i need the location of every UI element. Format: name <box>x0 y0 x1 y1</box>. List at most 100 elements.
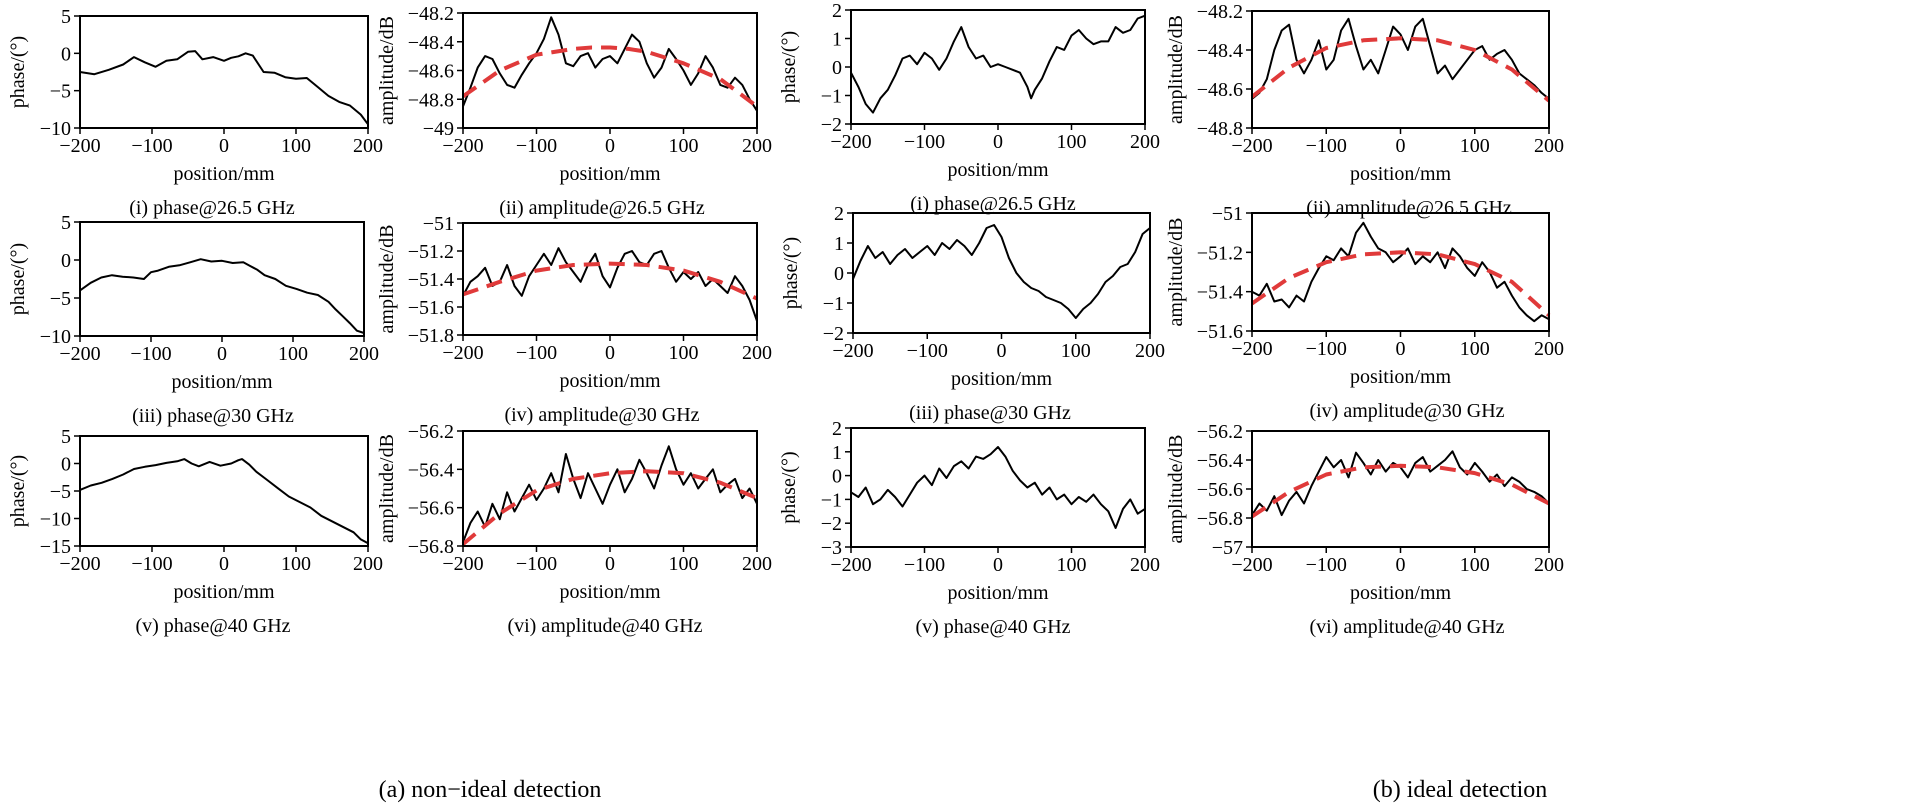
panel-caption: (vi) amplitude@40 GHz <box>507 615 702 637</box>
y-tick-label: −15 <box>40 536 71 558</box>
group-caption-b: (b) ideal detection <box>1373 777 1548 803</box>
y-tick-label: −48.6 <box>408 61 454 83</box>
fit-curve <box>461 45 759 109</box>
x-tick-label: 100 <box>1460 135 1490 157</box>
x-tick-label: −100 <box>1306 338 1347 360</box>
x-tick-label: −200 <box>442 553 483 575</box>
x-axis-label: position/mm <box>951 368 1053 390</box>
panel-a-1: −200 −100 0 100 200 −10 −5 0 5 position/mm phase/(… <box>7 6 383 219</box>
y-tick-label: −56.6 <box>408 498 454 520</box>
measured-curve <box>852 224 1151 319</box>
x-tick-label: −200 <box>442 342 483 364</box>
y-axis-label: phase/(°) <box>7 243 29 315</box>
y-tick-label: 0 <box>834 263 844 285</box>
measured-curve <box>1251 17 1550 100</box>
y-tick-label: −51.2 <box>1197 242 1243 264</box>
x-tick-label: 100 <box>669 553 699 575</box>
y-tick-label: −56.6 <box>1197 479 1243 501</box>
x-tick-label: 100 <box>281 135 311 157</box>
x-tick-label: 100 <box>669 135 699 157</box>
y-axis-label: phase/(°) <box>780 237 802 309</box>
x-tick-label: 200 <box>742 135 772 157</box>
y-tick-label: −56.2 <box>408 421 454 443</box>
x-tick-label: 200 <box>353 553 383 575</box>
measured-curve <box>79 50 369 125</box>
x-tick-label: 100 <box>1460 338 1490 360</box>
y-tick-label: −48.8 <box>408 89 454 111</box>
x-tick-label: 0 <box>605 553 615 575</box>
y-tick-label: −48.2 <box>408 3 454 25</box>
x-axis-label: position/mm <box>947 582 1049 604</box>
plot-frame <box>850 427 1146 548</box>
x-tick-label: −100 <box>516 342 557 364</box>
x-tick-label: 100 <box>1061 340 1091 362</box>
y-tick-label: −5 <box>50 81 71 103</box>
measured-curve <box>1251 450 1550 517</box>
y-axis-label: phase/(°) <box>778 31 800 103</box>
x-tick-label: −100 <box>907 340 948 362</box>
y-tick-label: −56.8 <box>1197 508 1243 530</box>
x-tick-label: −200 <box>1231 135 1272 157</box>
panel-a-4: −200 −100 0 100 200 −51.8 −51.6 −51.4 −51.2 −51 po… <box>376 213 772 426</box>
x-tick-label: 0 <box>1396 554 1406 576</box>
x-axis-label: position/mm <box>171 371 273 393</box>
y-tick-label: 5 <box>61 426 71 448</box>
x-axis-label: position/mm <box>559 163 661 185</box>
x-tick-label: −200 <box>830 554 871 576</box>
x-tick-label: 0 <box>219 135 229 157</box>
x-tick-label: 100 <box>278 343 308 365</box>
x-tick-label: 0 <box>1396 338 1406 360</box>
panel-caption: (v) phase@40 GHz <box>915 616 1070 638</box>
y-tick-label: −56.4 <box>1197 450 1243 472</box>
group-caption-a: (a) non−ideal detection <box>379 777 602 803</box>
y-tick-label: 2 <box>832 418 842 440</box>
y-tick-label: −51.2 <box>408 241 454 263</box>
y-tick-label: −10 <box>40 509 71 531</box>
x-tick-label: −100 <box>904 554 945 576</box>
x-axis-label: position/mm <box>173 581 275 603</box>
x-tick-label: 200 <box>742 553 772 575</box>
y-axis-label: amplitude/dB <box>376 225 398 334</box>
measured-curve <box>79 458 369 545</box>
measured-curve <box>1251 221 1550 323</box>
x-tick-label: −200 <box>59 135 100 157</box>
measured-curve <box>462 16 758 112</box>
plot-frame <box>850 9 1146 125</box>
y-tick-label: −10 <box>40 326 71 348</box>
panels: −200 −100 0 100 200−10−505position/mmphase/(… <box>7 0 1564 638</box>
x-tick-label: 0 <box>993 554 1003 576</box>
fit-curve <box>1250 463 1550 519</box>
measured-curve <box>79 258 365 334</box>
x-tick-label: 200 <box>1130 131 1160 153</box>
y-tick-label: −10 <box>40 118 71 140</box>
y-tick-label: −48.8 <box>1197 118 1243 140</box>
y-tick-label: −57 <box>1212 537 1243 559</box>
x-axis-label: position/mm <box>947 159 1049 181</box>
panel-caption: (iv) amplitude@30 GHz <box>1309 400 1504 422</box>
y-tick-label: −1 <box>821 489 842 511</box>
y-tick-label: −56.2 <box>1197 421 1243 443</box>
panel-b-5: −200 −100 0 100 200−3−2−1012position/mmphase… <box>778 418 1160 638</box>
y-tick-label: 5 <box>61 212 71 234</box>
y-axis-label: amplitude/dB <box>1165 15 1187 124</box>
x-tick-label: 200 <box>353 135 383 157</box>
x-tick-label: −100 <box>131 553 172 575</box>
y-tick-label: 1 <box>832 442 842 464</box>
y-axis-label: amplitude/dB <box>1165 435 1187 544</box>
x-tick-label: 200 <box>1130 554 1160 576</box>
plot-frame <box>462 12 758 129</box>
y-tick-label: −48.4 <box>408 32 454 54</box>
panel-caption: (i) phase@26.5 GHz <box>910 193 1076 215</box>
x-tick-label: 200 <box>1534 135 1564 157</box>
y-tick-label: −2 <box>821 114 842 136</box>
x-tick-label: −100 <box>904 131 945 153</box>
panel-caption: (ii) amplitude@26.5 GHz <box>1306 197 1512 219</box>
x-tick-label: −200 <box>832 340 873 362</box>
measured-curve <box>850 446 1146 529</box>
plot-frame <box>79 15 369 129</box>
fit-curve <box>462 261 758 301</box>
y-tick-label: 0 <box>832 57 842 79</box>
panel-b-3: −200 −100 0 100 200 −2 −1 0 1 2 position/mm phase/(… <box>780 203 1165 424</box>
x-tick-label: −200 <box>442 135 483 157</box>
